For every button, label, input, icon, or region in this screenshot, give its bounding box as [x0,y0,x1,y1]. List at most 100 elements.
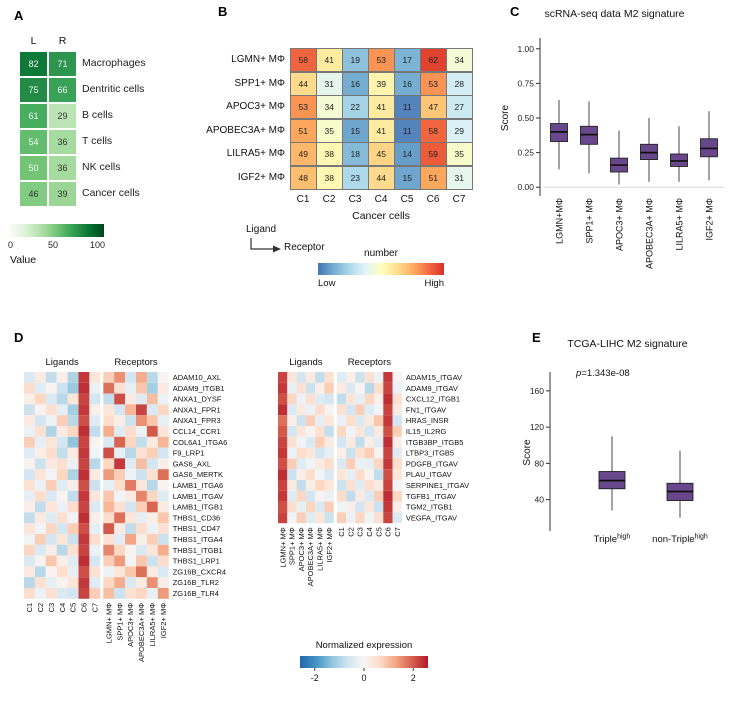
heatmap-cell [157,490,169,502]
heatmap-cell [103,404,115,416]
heatmap-cell [136,382,147,394]
heatmap-cell [114,404,126,416]
heatmap-cell [56,372,68,383]
heatmap-cell [364,458,374,470]
heatmap-cell [114,534,126,545]
heatmap-cell: 62 [420,48,447,72]
col-label: LGMN+ MΦ [278,527,287,567]
y-tick-label: 80 [535,458,545,468]
heatmap-cell: 47 [420,95,447,119]
heatmap-cell: 27 [446,95,473,119]
heatmap-cell [374,426,384,437]
heatmap-cell [67,469,79,480]
heatmap-cell: 82 [20,52,47,76]
heatmap-cell [296,501,306,513]
heatmap-cell [56,544,68,556]
heatmap-cell [136,393,147,405]
heatmap-cell [287,426,297,437]
heatmap-cell [89,436,101,448]
heatmap-cell [24,588,35,599]
heatmap-cell: 75 [20,78,47,102]
heatmap-cell [146,480,158,491]
col-label: C6 [384,527,393,537]
heatmap-cell [45,512,57,524]
col-label: C4 [374,194,388,205]
heatmap-cell [296,393,306,405]
heatmap-cell [346,393,356,405]
col-label: C3 [356,527,365,537]
heatmap-cell [89,512,101,524]
heatmap-cell [67,458,79,470]
row-label: ZG16B_TLR2 [173,578,219,587]
row-label: COL6A1_ITGA6 [173,438,228,447]
heatmap-cell [67,393,79,405]
heatmap-cell [296,436,306,448]
heatmap-cell [56,382,68,394]
heatmap-cell [103,393,115,405]
heatmap-cell [336,458,347,470]
heatmap-cell [136,588,147,599]
row-label: Cancer cells [82,187,140,199]
heatmap-cell [296,415,306,426]
heatmap-cell [45,534,57,545]
heatmap-cell [278,415,288,426]
heatmap-cell [34,404,46,416]
panel-c-label: C [510,4,520,19]
heatmap-cell [114,447,126,459]
heatmap-cell [157,372,169,383]
heatmap-cell [383,404,393,416]
heatmap-cell [305,512,316,524]
heatmap-cell [287,501,297,513]
heatmap-cell [336,501,347,513]
y-tick-label: 40 [535,495,545,505]
col-header: L [30,35,37,47]
heatmap-cell [146,555,158,567]
panel-e-boxplot: 40 80 120 160 Score Triplehigh non-Triplehigh [522,372,708,545]
heatmap-cell [296,512,306,524]
heatmap-cell [157,393,169,405]
heatmap-cell [45,566,57,578]
heatmap-cell [296,372,306,383]
heatmap-cell [24,566,35,578]
heatmap-cell [78,501,90,513]
heatmap-cell [287,469,297,480]
row-label: T cells [82,135,113,147]
heatmap-cell [392,480,402,491]
heatmap-cell [324,469,334,480]
heatmap-cell [157,404,169,416]
heatmap-cell [45,523,57,534]
row-label: APOBEC3A+ MΦ [206,124,285,136]
heatmap-cell [89,534,101,545]
heatmap-cell [355,436,365,448]
heatmap-cell: 15 [394,165,421,190]
heatmap-cell [34,372,46,383]
heatmap-cell [125,372,136,383]
heatmap-cell: 44 [290,71,317,96]
heatmap-cell [56,426,68,437]
heatmap-cell [383,480,393,491]
heatmap-cell [336,393,347,405]
panel-b-label: B [218,4,228,19]
heatmap-cell [278,490,288,502]
heatmap-cell: 38 [316,165,343,190]
heatmap-cell [78,566,90,578]
heatmap-cell [114,415,126,426]
heatmap-cell [56,436,68,448]
heatmap-cell [78,534,90,545]
heatmap-cell [374,512,384,524]
col-label: APOBEC3A+ MΦ [306,527,315,586]
row-label: LILRA5+ MΦ [226,148,285,159]
heatmap-cell [346,458,356,470]
heatmap-cell [392,512,402,524]
heatmap-cell [67,404,79,416]
heatmap-cell [103,415,115,426]
heatmap-cell [278,404,288,416]
heatmap-cell [24,415,35,426]
heatmap-cell: 50 [20,156,47,180]
heatmap-cell [78,436,90,448]
heatmap-cell [125,555,136,567]
heatmap-cell [296,469,306,480]
heatmap-cell [45,426,57,437]
heatmap-cell: 34 [316,95,343,119]
heatmap-cell [136,458,147,470]
